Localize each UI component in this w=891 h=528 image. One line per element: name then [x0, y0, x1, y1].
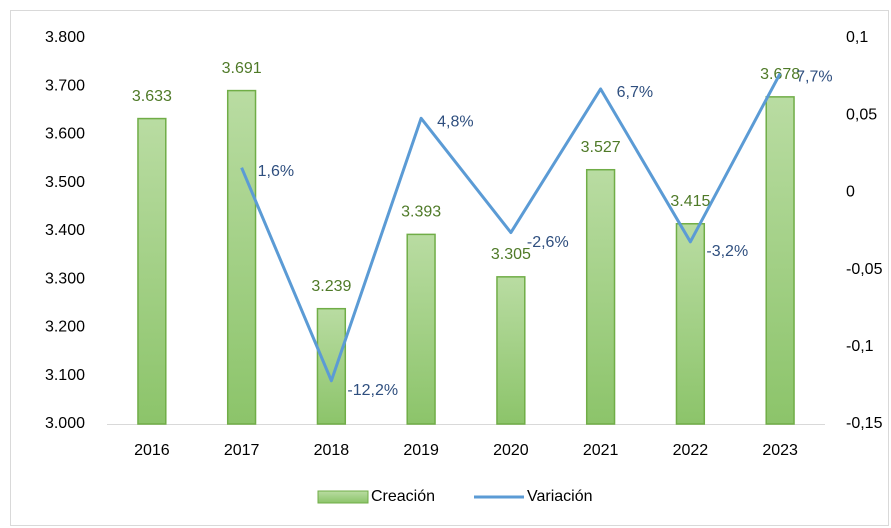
bar-value-label: 3.691 — [222, 60, 262, 77]
legend-swatch — [317, 490, 369, 504]
y-tick-label: 3.100 — [45, 367, 85, 384]
line-value-label: 6,7% — [617, 84, 653, 101]
line-value-label: -2,6% — [527, 234, 569, 251]
x-tick-label: 2017 — [224, 442, 260, 459]
line-value-label: 4,8% — [437, 114, 473, 131]
bar-value-label: 3.393 — [401, 204, 441, 221]
x-tick-label: 2016 — [134, 442, 170, 459]
bar — [406, 233, 436, 425]
bar-value-label: 3.633 — [132, 88, 172, 105]
y-tick-label: 3.500 — [45, 174, 85, 191]
y-tick-label: 3.400 — [45, 222, 85, 239]
y-tick-label: 3.000 — [45, 415, 85, 432]
bar — [675, 223, 706, 425]
legend-label: Creación — [371, 488, 435, 505]
bar — [226, 89, 257, 425]
bar-value-label: 3.415 — [670, 193, 710, 210]
bar-value-label: 3.527 — [581, 139, 621, 156]
line-value-label: -3,2% — [706, 243, 748, 260]
bar — [316, 307, 347, 425]
line — [240, 72, 782, 383]
legend-label: Variación — [527, 488, 593, 505]
bar — [765, 96, 795, 425]
y2-tick-label: 0,1 — [846, 29, 868, 46]
x-tick-label: 2023 — [762, 442, 798, 459]
line-value-label: -12,2% — [347, 382, 398, 399]
line-value-label: 1,6% — [258, 163, 294, 180]
bar — [585, 168, 616, 425]
y2-tick-label: -0,05 — [846, 261, 883, 278]
y-tick-label: 3.600 — [45, 126, 85, 143]
bar-value-label: 3.305 — [491, 246, 531, 263]
x-tick-label: 2022 — [673, 442, 709, 459]
bar — [137, 117, 167, 425]
x-tick-label: 2018 — [314, 442, 350, 459]
x-tick-label: 2020 — [493, 442, 529, 459]
y2-tick-label: 0,05 — [846, 106, 877, 123]
y-tick-label: 3.800 — [45, 29, 85, 46]
y2-tick-label: 0 — [846, 184, 855, 201]
line-value-label: 7,7% — [796, 69, 832, 86]
y-tick-label: 3.300 — [45, 270, 85, 287]
x-tick-label: 2021 — [583, 442, 619, 459]
x-tick-label: 2019 — [403, 442, 439, 459]
bar — [496, 276, 526, 425]
y-tick-label: 3.700 — [45, 77, 85, 94]
bar-value-label: 3.239 — [311, 278, 351, 295]
y2-tick-label: -0,1 — [846, 338, 874, 355]
y-tick-label: 3.200 — [45, 319, 85, 336]
y2-tick-label: -0,15 — [846, 415, 883, 432]
